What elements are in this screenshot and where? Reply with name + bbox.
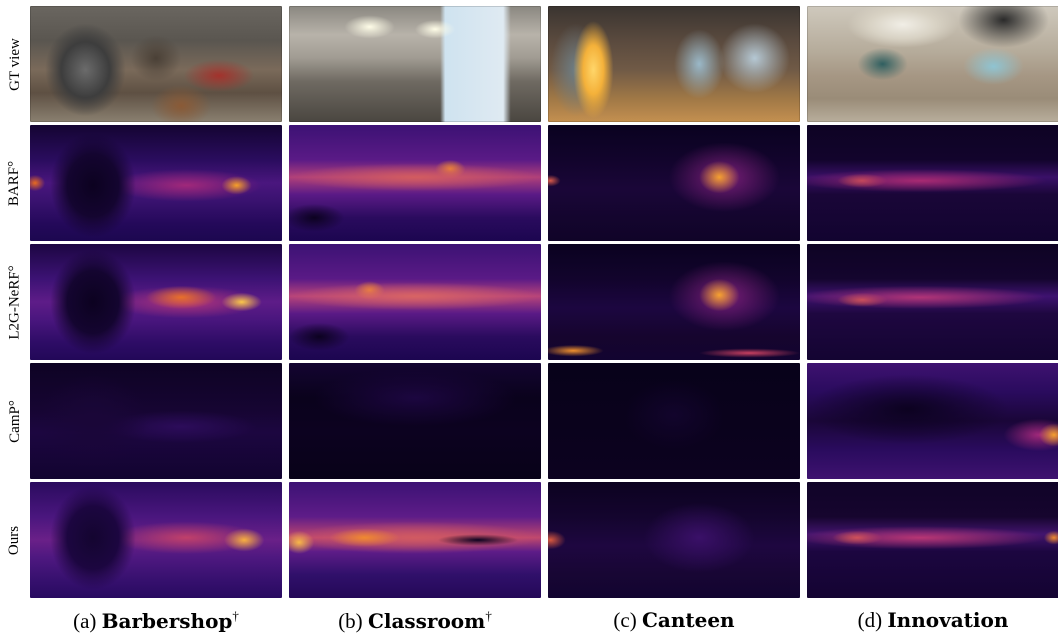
caption-name: Barbershop (101, 609, 233, 633)
gt-canteen-image (548, 6, 800, 122)
row-label-camp: CamP° (0, 363, 30, 479)
l2g-nerf-barbershop-depth (30, 244, 282, 360)
caption-canteen: (c) Canteen (548, 608, 800, 633)
camp-classroom-depth (289, 363, 541, 479)
row-label-l2g-nerf: L2G-NeRF° (0, 244, 30, 360)
row-label-ours: Ours (0, 482, 30, 598)
ours-canteen-depth (548, 482, 800, 598)
caption-name: Canteen (641, 608, 735, 632)
row-label-barf: BARF° (0, 125, 30, 241)
barf-barbershop-depth (30, 125, 282, 241)
barf-classroom-depth (289, 125, 541, 241)
ours-barbershop-depth (30, 482, 282, 598)
caption-innovation: (d) Innovation (807, 608, 1058, 633)
barf-innovation-depth (807, 125, 1058, 241)
caption-prefix: (d) (857, 608, 883, 632)
l2g-nerf-classroom-depth (289, 244, 541, 360)
camp-barbershop-depth (30, 363, 282, 479)
row-label-text: L2G-NeRF° (6, 264, 23, 340)
caption-sup: † (232, 608, 239, 623)
caption-name: Classroom (367, 609, 486, 633)
caption-sup: † (485, 608, 492, 623)
caption-name: Innovation (887, 608, 1009, 632)
camp-canteen-depth (548, 363, 800, 479)
camp-innovation-depth (807, 363, 1058, 479)
gt-classroom-image (289, 6, 541, 122)
caption-prefix: (b) (338, 609, 363, 633)
gt-barbershop-image (30, 6, 282, 122)
l2g-nerf-innovation-depth (807, 244, 1058, 360)
caption-prefix: (a) (73, 609, 97, 633)
caption-prefix: (c) (613, 608, 637, 632)
l2g-nerf-canteen-depth (548, 244, 800, 360)
row-label-text: Ours (6, 525, 23, 555)
row-label-text: CamP° (6, 399, 23, 443)
row-label-text: BARF° (6, 160, 23, 206)
ours-classroom-depth (289, 482, 541, 598)
barf-canteen-depth (548, 125, 800, 241)
caption-classroom: (b) Classroom† (289, 608, 541, 634)
ours-innovation-depth (807, 482, 1058, 598)
row-label-text: GT view (6, 37, 23, 91)
row-label-gt: GT view (0, 6, 30, 122)
gt-innovation-image (807, 6, 1058, 122)
caption-barbershop: (a) Barbershop† (30, 608, 282, 634)
